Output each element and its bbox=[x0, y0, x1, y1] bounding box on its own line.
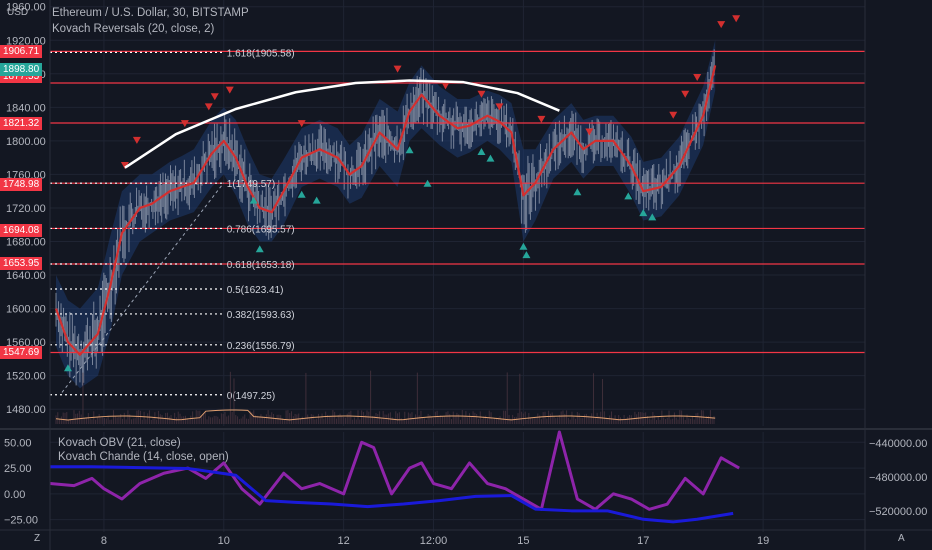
osc-right-tick-label: −480000.00 bbox=[869, 472, 927, 484]
bear-marker bbox=[204, 103, 213, 111]
x-tick-label: 17 bbox=[637, 535, 649, 547]
bull-marker bbox=[573, 188, 582, 196]
price-line-layer bbox=[54, 65, 717, 356]
bear-marker bbox=[495, 103, 504, 111]
y-tick-label: 1720.00 bbox=[6, 203, 46, 215]
level-price-label: 1748.98 bbox=[0, 177, 43, 191]
bear-marker bbox=[120, 162, 129, 170]
bear-marker bbox=[477, 90, 486, 98]
y-tick-label: 1800.00 bbox=[6, 136, 46, 148]
bull-marker bbox=[486, 154, 495, 162]
y-tick-label: 1960.00 bbox=[6, 2, 46, 14]
bull-marker bbox=[519, 242, 528, 250]
indicator-chande-label[interactable]: Kovach Chande (14, close, open) bbox=[58, 451, 229, 463]
x-tick-label: 8 bbox=[101, 535, 107, 547]
bull-marker bbox=[639, 209, 648, 217]
fib-label: 0.236(1556.79) bbox=[227, 341, 295, 352]
rounding-top-arc bbox=[124, 79, 560, 169]
y-tick-label: 1600.00 bbox=[6, 304, 46, 316]
bear-marker bbox=[225, 86, 234, 94]
fib-layer: 1.618(1905.58) 1(1749.57) 0.786(1695.57) 0.… bbox=[50, 48, 295, 402]
z-button[interactable]: Z bbox=[34, 533, 41, 544]
arc-layer bbox=[124, 79, 560, 169]
osc-left-tick-label: 50.00 bbox=[4, 437, 32, 449]
x-tick-label: 12:00 bbox=[420, 535, 448, 547]
fib-trend-line bbox=[61, 182, 225, 393]
bear-marker bbox=[132, 136, 141, 144]
bull-marker bbox=[522, 251, 531, 259]
y-tick-label: 1640.00 bbox=[6, 270, 46, 282]
bull-marker bbox=[63, 364, 72, 372]
osc-left-tick-label: 0.00 bbox=[4, 489, 25, 501]
oscillator-layer bbox=[49, 430, 740, 524]
y-tick-label: 1920.00 bbox=[6, 35, 46, 47]
oscillator-grid bbox=[50, 432, 865, 532]
kovach-reversal-line bbox=[54, 65, 717, 356]
bear-marker bbox=[681, 90, 690, 98]
fib-label: 0.618(1653.18) bbox=[227, 260, 295, 271]
fib-label: 0(1497.25) bbox=[227, 391, 275, 402]
bear-marker bbox=[210, 93, 219, 101]
level-price-label: 1653.95 bbox=[0, 257, 43, 271]
bull-marker bbox=[405, 146, 414, 154]
symbol-title: Ethereum / U.S. Dollar, 30, BITSTAMP bbox=[52, 7, 249, 19]
bear-marker bbox=[585, 128, 594, 136]
marker-layer bbox=[63, 15, 741, 372]
volume-ma-line bbox=[55, 409, 716, 421]
y-tick-label: 1680.00 bbox=[6, 237, 46, 249]
level-price-label: 1906.71 bbox=[0, 45, 43, 59]
bull-marker bbox=[477, 147, 486, 155]
bear-marker bbox=[732, 15, 741, 23]
x-tick-label: 12 bbox=[338, 535, 350, 547]
y-tick-label: 1560.00 bbox=[6, 337, 46, 349]
currency-label: USD bbox=[7, 7, 29, 18]
osc-right-tick-label: −440000.00 bbox=[869, 438, 927, 450]
level-price-label: 1821.32 bbox=[0, 117, 43, 130]
bull-marker bbox=[255, 245, 264, 253]
bull-marker bbox=[423, 179, 432, 187]
x-tick-label: 19 bbox=[757, 535, 769, 547]
bear-marker bbox=[693, 73, 702, 81]
level-price-label: 1547.69 bbox=[0, 346, 43, 360]
bull-marker bbox=[648, 213, 657, 221]
bear-marker bbox=[669, 111, 678, 119]
indicator-obv-label[interactable]: Kovach OBV (21, close) bbox=[58, 437, 181, 449]
bear-marker bbox=[297, 120, 306, 128]
obv-line bbox=[50, 465, 734, 524]
bear-marker bbox=[717, 21, 726, 29]
bull-marker bbox=[249, 196, 258, 204]
bull-marker bbox=[297, 190, 306, 198]
osc-left-tick-label: −25.00 bbox=[4, 515, 38, 527]
volume-layer bbox=[55, 370, 716, 424]
osc-right-tick-label: −520000.00 bbox=[869, 506, 927, 518]
y-tick-label: 1480.00 bbox=[6, 404, 46, 416]
y-tick-label: 1520.00 bbox=[6, 371, 46, 383]
fib-label: 1(1749.57) bbox=[227, 179, 275, 190]
x-tick-label: 10 bbox=[218, 535, 230, 547]
fib-label: 0.382(1593.63) bbox=[227, 310, 295, 321]
x-tick-label: 15 bbox=[517, 535, 529, 547]
fib-label: 0.5(1623.41) bbox=[227, 285, 284, 296]
bear-marker bbox=[441, 82, 450, 90]
fib-label: 1.618(1905.58) bbox=[227, 48, 295, 59]
auto-scale-button[interactable]: A bbox=[898, 533, 905, 544]
bull-marker bbox=[624, 192, 633, 200]
bear-marker bbox=[180, 120, 189, 128]
osc-left-tick-label: 25.00 bbox=[4, 463, 32, 475]
indicator-reversals-label[interactable]: Kovach Reversals (20, close, 2) bbox=[52, 23, 215, 35]
bull-marker bbox=[312, 196, 321, 204]
bear-marker bbox=[393, 65, 402, 73]
fib-label: 0.786(1695.57) bbox=[227, 224, 295, 235]
level-price-label: 1694.08 bbox=[0, 223, 43, 237]
chande-line bbox=[49, 430, 740, 511]
bear-marker bbox=[537, 115, 546, 123]
y-tick-label: 1840.00 bbox=[6, 102, 46, 114]
last-price-label: 1898.80 bbox=[0, 63, 43, 77]
